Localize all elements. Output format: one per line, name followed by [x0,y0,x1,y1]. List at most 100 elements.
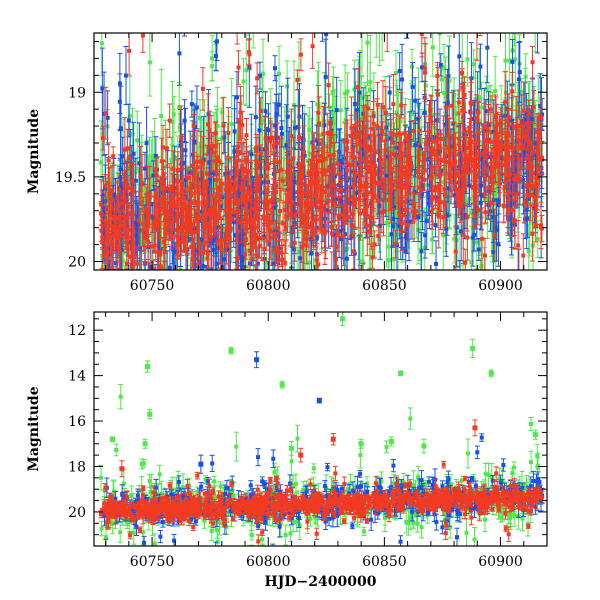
bottom-red-point [468,509,474,526]
top-green-point [284,60,290,113]
top-x-tick-label: 60900 [478,278,523,294]
top-blue-point [426,190,432,217]
top-red-point [304,183,310,222]
top-red-point [314,242,320,270]
top-red-point [191,237,197,270]
top-red-point [258,97,264,125]
top-red-point [399,133,405,177]
top-red-point [111,209,117,252]
top-red-point [191,114,197,138]
top-red-point [319,205,325,254]
top-blue-point [235,280,240,360]
bottom-blue-point [479,433,485,442]
top-red-point [161,302,166,350]
top-red-point [488,95,494,124]
top-green-point [418,247,424,270]
top-blue-point [464,326,469,361]
bottom-red-point [228,480,234,487]
top-red-point [485,104,491,157]
bottom-blue-point [324,462,330,472]
bottom-red-point [310,501,316,507]
top-green-point [382,76,388,145]
top-red-point [125,203,131,257]
bottom-bright-point-red [472,419,478,437]
bottom-red-point [311,506,317,514]
top-red-point [254,62,260,95]
bottom-green-point [454,561,459,572]
top-green-point [430,33,436,77]
top-red-point [117,289,122,313]
top-red-point [417,148,423,207]
top-red-point [102,174,108,198]
top-red-point [506,108,512,127]
top-red-point [473,140,479,175]
top-red-point [516,130,522,151]
top-red-point [519,124,525,169]
top-blue-point [200,265,206,270]
top-red-point [468,77,474,129]
top-blue-point [177,0,182,20]
top-red-point [257,160,263,199]
bottom-green-point [528,416,534,431]
top-green-point [366,268,372,270]
bottom-green-point [202,475,208,485]
top-red-point [441,147,447,174]
top-red-point [456,90,462,115]
top-green-point [460,264,466,270]
top-red-point [217,200,223,221]
top-red-point [157,175,163,225]
top-red-point [474,33,480,61]
top-x-tick-label: 60750 [130,278,175,294]
top-red-point [175,214,181,260]
bottom-red-point [174,508,180,514]
top-y-tick-label: 19 [68,85,86,101]
top-blue-point [373,319,378,384]
bottom-green-point [218,481,224,492]
top-red-point [246,39,252,65]
top-red-point [492,208,498,263]
bottom-x-tick-label: 60850 [362,554,407,570]
top-red-point [186,211,192,230]
top-red-point [189,216,195,235]
top-red-point [524,183,530,206]
top-red-point [367,134,373,179]
bottom-blue-point [141,535,147,546]
top-red-point [345,189,351,245]
top-red-point [460,205,466,264]
top-red-point [510,124,516,172]
top-green-point [373,33,379,58]
top-red-point [432,175,438,206]
top-green-point [113,304,118,336]
top-red-point [524,125,530,149]
bottom-green-point [509,468,515,478]
top-red-point [407,135,413,179]
bottom-red-point [272,517,278,522]
top-blue-point [214,33,220,62]
top-red-point [299,183,305,246]
top-red-point [530,45,536,79]
top-red-point [477,33,483,37]
top-red-point [225,106,231,160]
top-red-point [195,362,200,403]
top-green-point [132,0,137,31]
top-red-point [449,92,455,120]
top-red-point [208,205,214,268]
top-red-point [351,136,357,181]
top-red-point [424,277,429,311]
top-green-point [312,259,318,270]
top-blue-point [319,33,325,42]
top-red-point [465,157,471,175]
bottom-blue-point [270,449,276,469]
bottom-green-point [472,526,478,546]
bottom-blue-point [500,458,506,472]
bottom-red-point [341,518,347,525]
bottom-bright-point-blue [316,397,322,404]
bottom-red-point [360,512,366,517]
top-blue-point [367,356,372,417]
top-green-point [250,33,256,49]
top-red-point [341,206,347,267]
top-red-point [167,103,173,138]
top-red-point [529,205,535,262]
top-red-point [446,105,452,163]
